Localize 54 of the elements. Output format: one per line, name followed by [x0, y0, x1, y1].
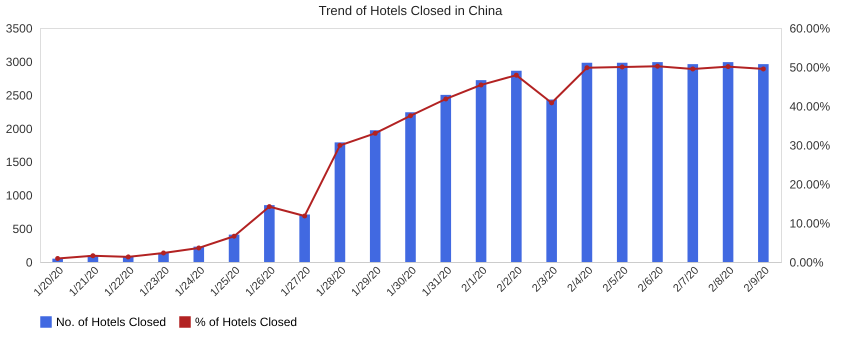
bar	[264, 205, 275, 262]
bar	[476, 80, 486, 262]
point	[760, 66, 766, 72]
point	[55, 256, 60, 261]
point	[549, 100, 554, 106]
point	[443, 96, 448, 102]
y2-tick-label: 20.00%	[790, 178, 831, 192]
y-tick-label: 3000	[6, 54, 33, 69]
point	[620, 64, 625, 70]
y-tick-label: 2500	[6, 88, 33, 102]
bar	[405, 112, 416, 262]
point	[690, 66, 696, 72]
y2-tick-label: 40.00%	[790, 100, 831, 114]
bar	[722, 62, 734, 262]
y2-tick-label: 10.00%	[790, 216, 831, 230]
bar	[546, 100, 557, 262]
chart-title: Trend of Hotels Closed in China	[318, 3, 504, 18]
bar	[440, 94, 452, 262]
legend-label: % of Hotels Closed	[195, 315, 298, 329]
point	[372, 130, 378, 136]
point	[232, 234, 237, 239]
y-tick-label: 1000	[6, 188, 33, 203]
y2-tick-label: 0.00%	[790, 256, 824, 270]
point	[478, 82, 484, 88]
y2-tick-label: 50.00%	[790, 60, 831, 74]
point	[161, 250, 166, 256]
legend-label: No. of Hotels Closed	[56, 315, 166, 329]
point	[655, 64, 660, 69]
y2-tick-label: 30.00%	[790, 138, 831, 152]
y-tick-label: 500	[12, 222, 33, 236]
bar	[228, 234, 240, 262]
y-tick-label: 2000	[6, 122, 33, 136]
point	[514, 72, 519, 78]
bar	[299, 214, 310, 262]
point	[337, 142, 342, 148]
point	[726, 64, 731, 70]
bar	[758, 64, 769, 262]
bar	[334, 142, 346, 262]
bar	[616, 62, 628, 262]
point	[584, 65, 590, 70]
point	[408, 113, 413, 118]
y-tick-label: 0	[26, 256, 33, 270]
y-tick-label: 1500	[6, 155, 33, 170]
bar	[652, 62, 663, 262]
point	[126, 254, 131, 260]
bar	[511, 70, 522, 262]
bar	[687, 64, 698, 262]
point	[266, 204, 272, 210]
point	[302, 213, 308, 218]
y2-tick-label: 60.00%	[790, 22, 831, 36]
bar	[582, 62, 592, 262]
bar	[370, 130, 381, 262]
y-tick-label: 3500	[6, 22, 33, 36]
point	[196, 245, 202, 250]
